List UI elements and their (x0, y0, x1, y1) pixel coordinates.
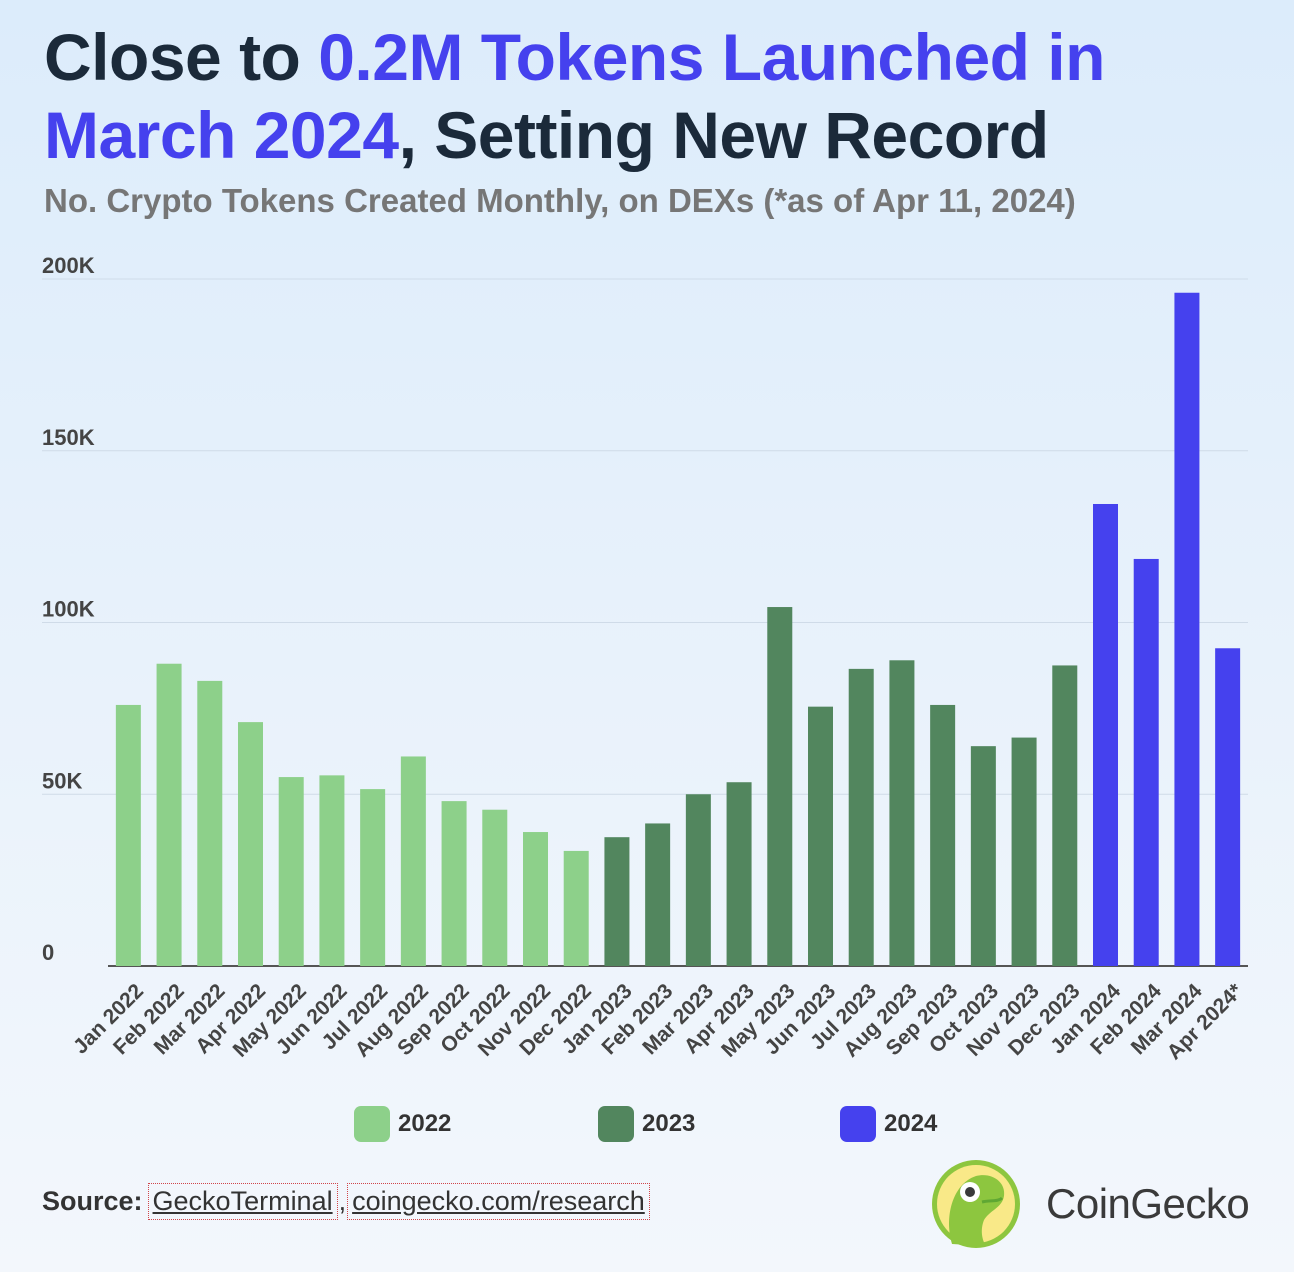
legend-swatch-2024 (840, 1106, 876, 1142)
brand-name: CoinGecko (1046, 1180, 1250, 1227)
bar-oct-2023 (970, 746, 996, 966)
bar-dec-2022 (563, 850, 589, 966)
bar-mar-2024 (1174, 292, 1200, 966)
source-separator: , (338, 1186, 347, 1216)
title-part1: Close to (44, 20, 319, 94)
y-tick-label: 0 (42, 940, 54, 965)
y-tick-label: 150K (42, 425, 95, 450)
source-link-geckoterminal[interactable]: GeckoTerminal (147, 1183, 338, 1220)
legend-swatch-2022 (354, 1106, 390, 1142)
bar-mar-2023 (685, 794, 711, 966)
bar-mar-2022 (197, 680, 223, 966)
bar-sep-2022 (441, 801, 467, 966)
bar-aug-2023 (889, 660, 915, 966)
title-highlight: 0.2M Tokens Launched in March 2024 (44, 20, 1105, 172)
bar-nov-2023 (1011, 737, 1037, 966)
bar-apr-2023 (726, 782, 752, 966)
legend-item-2024: 2024 (840, 1106, 937, 1142)
legend-label-2023: 2023 (642, 1110, 696, 1137)
bar-jul-2023 (848, 668, 874, 966)
bar-jun-2023 (808, 706, 833, 966)
bar-jul-2022 (360, 789, 386, 966)
bar-jun-2022 (319, 775, 345, 966)
bar-feb-2023 (645, 823, 671, 966)
bar-dec-2023 (1052, 665, 1078, 966)
bar-feb-2024 (1133, 558, 1159, 966)
brand: CoinGecko (930, 1158, 1250, 1250)
bar-jan-2022 (115, 704, 141, 966)
legend-swatch-2023 (598, 1106, 634, 1142)
legend-item-2022: 2022 (354, 1106, 451, 1142)
source-link-coingecko-research[interactable]: coingecko.com/research (347, 1183, 650, 1220)
source-label: Source: (42, 1186, 143, 1216)
coingecko-logo-icon (932, 1160, 1020, 1248)
chart-title: Close to 0.2M Tokens Launched in March 2… (44, 18, 1274, 174)
legend-label-2022: 2022 (398, 1110, 452, 1137)
bar-jan-2023 (604, 837, 630, 966)
bar-oct-2022 (482, 809, 508, 966)
y-tick-label: 100K (42, 597, 95, 622)
title-part2: , Setting New Record (398, 98, 1050, 172)
bar-feb-2022 (156, 663, 182, 966)
bar-may-2022 (278, 777, 304, 966)
y-tick-label: 50K (42, 768, 82, 793)
bar-aug-2022 (400, 756, 426, 966)
legend-item-2023: 2023 (598, 1106, 695, 1142)
bar-may-2023 (767, 607, 793, 966)
chart-legend: 2022 2023 2024 (0, 1106, 1294, 1146)
bar-apr-2024 (1215, 648, 1241, 966)
legend-label-2024: 2024 (884, 1110, 938, 1137)
chart-subtitle: No. Crypto Tokens Created Monthly, on DE… (44, 182, 1076, 219)
bar-sep-2023 (930, 704, 956, 966)
bar-nov-2022 (523, 832, 548, 966)
bar-apr-2022 (238, 722, 263, 966)
bar-jan-2024 (1093, 503, 1118, 966)
y-tick-label: 200K (42, 253, 95, 278)
source-line: Source: GeckoTerminal, coingecko.com/rese… (42, 1183, 651, 1220)
